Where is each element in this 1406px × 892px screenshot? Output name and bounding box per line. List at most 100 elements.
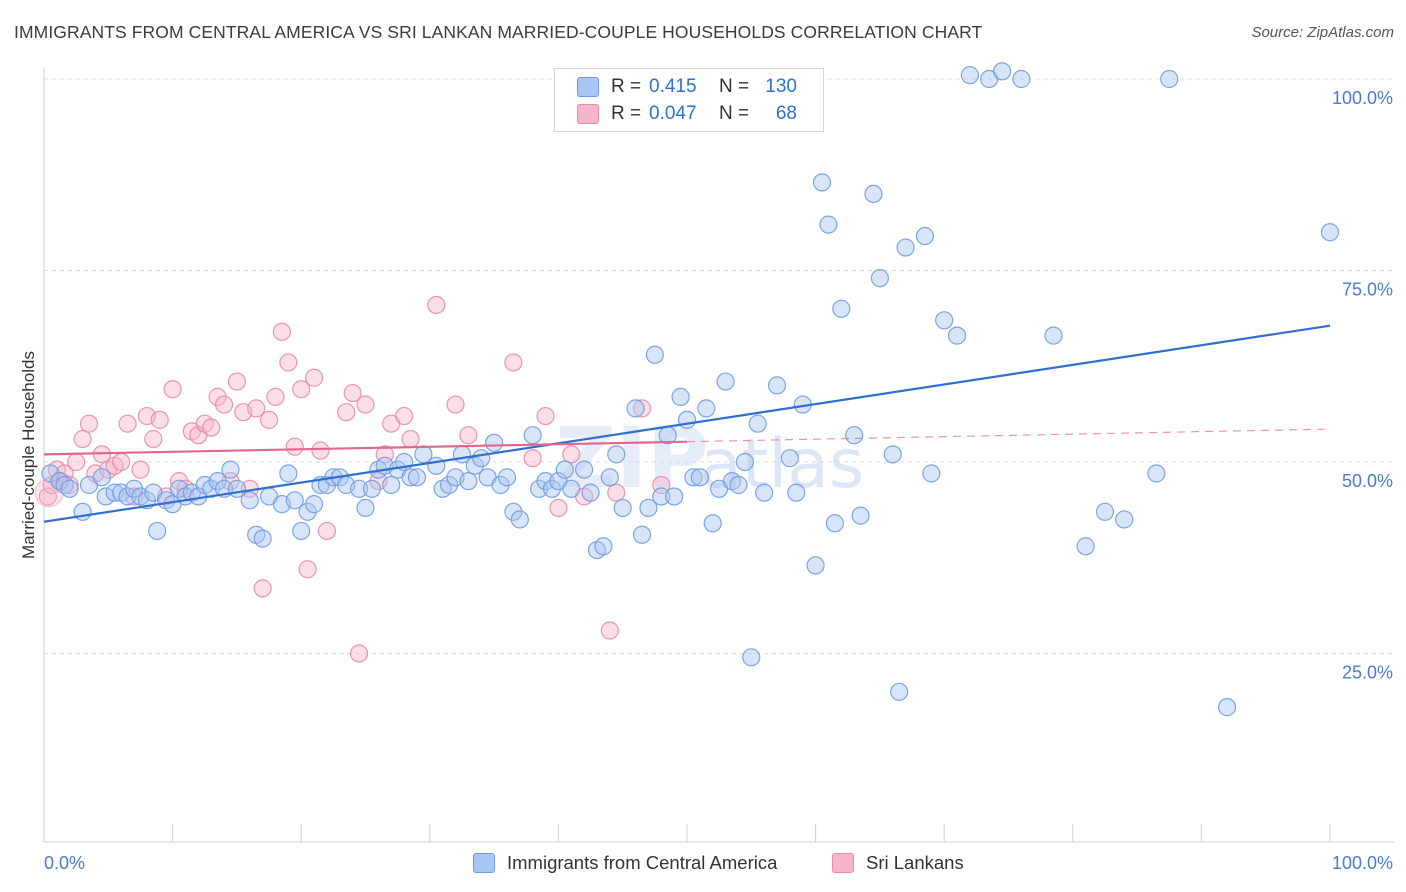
point-sri-lankans bbox=[214, 395, 234, 414]
y-tick-label: 100.0% bbox=[1332, 88, 1393, 108]
point-central-america bbox=[253, 529, 272, 548]
point-central-america bbox=[755, 483, 774, 502]
y-tick-label: 75.0% bbox=[1342, 280, 1393, 300]
point-central-america bbox=[575, 460, 594, 479]
grid bbox=[44, 78, 1394, 654]
point-central-america bbox=[382, 475, 401, 495]
point-central-america bbox=[935, 311, 954, 330]
series-sri-lankans bbox=[34, 295, 671, 663]
point-central-america bbox=[92, 468, 111, 487]
point-central-america bbox=[890, 682, 909, 701]
point-central-america bbox=[748, 414, 767, 433]
series-central-america bbox=[41, 62, 1340, 717]
point-central-america bbox=[555, 460, 574, 479]
point-central-america bbox=[581, 483, 600, 502]
point-central-america bbox=[600, 468, 619, 487]
point-central-america bbox=[356, 498, 375, 518]
point-central-america bbox=[292, 521, 311, 541]
point-sri-lankans bbox=[150, 410, 169, 429]
legend-row-blue: R = 0.415 N = 130 bbox=[577, 75, 797, 99]
legend-n-value: 130 bbox=[765, 76, 797, 97]
point-central-america bbox=[96, 487, 115, 506]
point-sri-lankans bbox=[401, 429, 420, 449]
point-central-america bbox=[716, 372, 735, 391]
point-central-america bbox=[832, 299, 851, 318]
point-sri-lankans bbox=[285, 437, 304, 456]
point-central-america bbox=[240, 491, 259, 510]
chart-title: IMMIGRANTS FROM CENTRAL AMERICA VS SRI L… bbox=[14, 22, 983, 42]
point-sri-lankans bbox=[394, 406, 414, 426]
point-sri-lankans bbox=[536, 406, 555, 426]
point-central-america bbox=[221, 460, 240, 479]
point-sri-lankans bbox=[459, 426, 478, 445]
point-central-america bbox=[1218, 698, 1237, 717]
trend-line-sri-lankans bbox=[43, 440, 688, 456]
point-sri-lankans bbox=[202, 418, 221, 437]
legend-label: Immigrants from Central America bbox=[507, 852, 778, 873]
point-central-america bbox=[401, 468, 420, 487]
series-legend: Immigrants from Central America Sri Lank… bbox=[0, 852, 1406, 878]
point-sri-lankans bbox=[131, 460, 150, 479]
point-central-america bbox=[594, 537, 613, 556]
point-sri-lankans bbox=[298, 560, 317, 579]
point-central-america bbox=[729, 475, 748, 495]
point-central-america bbox=[459, 472, 478, 491]
point-sri-lankans bbox=[632, 399, 652, 418]
point-central-america bbox=[870, 269, 890, 288]
point-sri-lankans bbox=[118, 414, 137, 433]
point-sri-lankans bbox=[446, 395, 465, 414]
point-central-america bbox=[671, 387, 690, 406]
x-tick-label: 100.0% bbox=[1332, 853, 1393, 873]
point-central-america bbox=[851, 506, 870, 525]
legend-n-label: N = bbox=[719, 76, 750, 97]
point-sri-lankans bbox=[600, 621, 619, 640]
point-sri-lankans bbox=[504, 353, 523, 372]
legend-n-label: N = bbox=[719, 103, 750, 124]
point-sri-lankans bbox=[349, 644, 369, 663]
point-sri-lankans bbox=[562, 445, 581, 464]
legend-item-sri-lankans[interactable]: Sri Lankans bbox=[832, 852, 964, 874]
point-central-america bbox=[665, 487, 684, 506]
point-central-america bbox=[780, 449, 799, 468]
legend-swatch-pink bbox=[832, 853, 854, 873]
point-sri-lankans bbox=[311, 441, 330, 460]
legend-item-central-america[interactable]: Immigrants from Central America bbox=[473, 852, 777, 874]
point-central-america bbox=[697, 399, 716, 418]
point-central-america bbox=[1115, 510, 1134, 529]
point-sri-lankans bbox=[523, 449, 542, 468]
point-sri-lankans bbox=[272, 322, 292, 341]
y-axis-label: Married-couple Households bbox=[19, 351, 38, 559]
point-central-america bbox=[639, 498, 658, 518]
point-sri-lankans bbox=[427, 295, 446, 315]
point-central-america bbox=[1320, 223, 1340, 242]
point-sri-lankans bbox=[112, 452, 131, 472]
point-central-america bbox=[742, 648, 761, 667]
point-central-america bbox=[562, 479, 581, 498]
point-sri-lankans bbox=[356, 395, 375, 414]
point-sri-lankans bbox=[266, 387, 285, 406]
point-sri-lankans bbox=[337, 403, 356, 422]
point-central-america bbox=[684, 468, 703, 487]
point-sri-lankans bbox=[549, 498, 568, 518]
point-central-america bbox=[427, 456, 446, 475]
point-central-america bbox=[812, 173, 832, 192]
point-central-america bbox=[787, 483, 806, 502]
point-central-america bbox=[148, 521, 167, 541]
point-central-america bbox=[677, 410, 697, 429]
point-sri-lankans bbox=[253, 579, 272, 598]
source-label: Source: ZipAtlas.com bbox=[1251, 24, 1394, 41]
point-central-america bbox=[703, 514, 722, 533]
point-sri-lankans bbox=[227, 372, 246, 391]
point-central-america bbox=[304, 495, 324, 514]
trend-line-central-america bbox=[43, 324, 1331, 523]
trend-line-sri-lankans-extension bbox=[686, 428, 1331, 443]
point-central-america bbox=[690, 468, 709, 487]
point-central-america bbox=[407, 468, 427, 487]
legend-r-value: 0.415 bbox=[649, 76, 697, 97]
point-central-america bbox=[915, 226, 935, 246]
point-central-america bbox=[497, 468, 517, 487]
watermark: ZIP atlas bbox=[555, 409, 864, 507]
point-central-america bbox=[285, 491, 304, 510]
point-sri-lankans bbox=[79, 414, 99, 433]
